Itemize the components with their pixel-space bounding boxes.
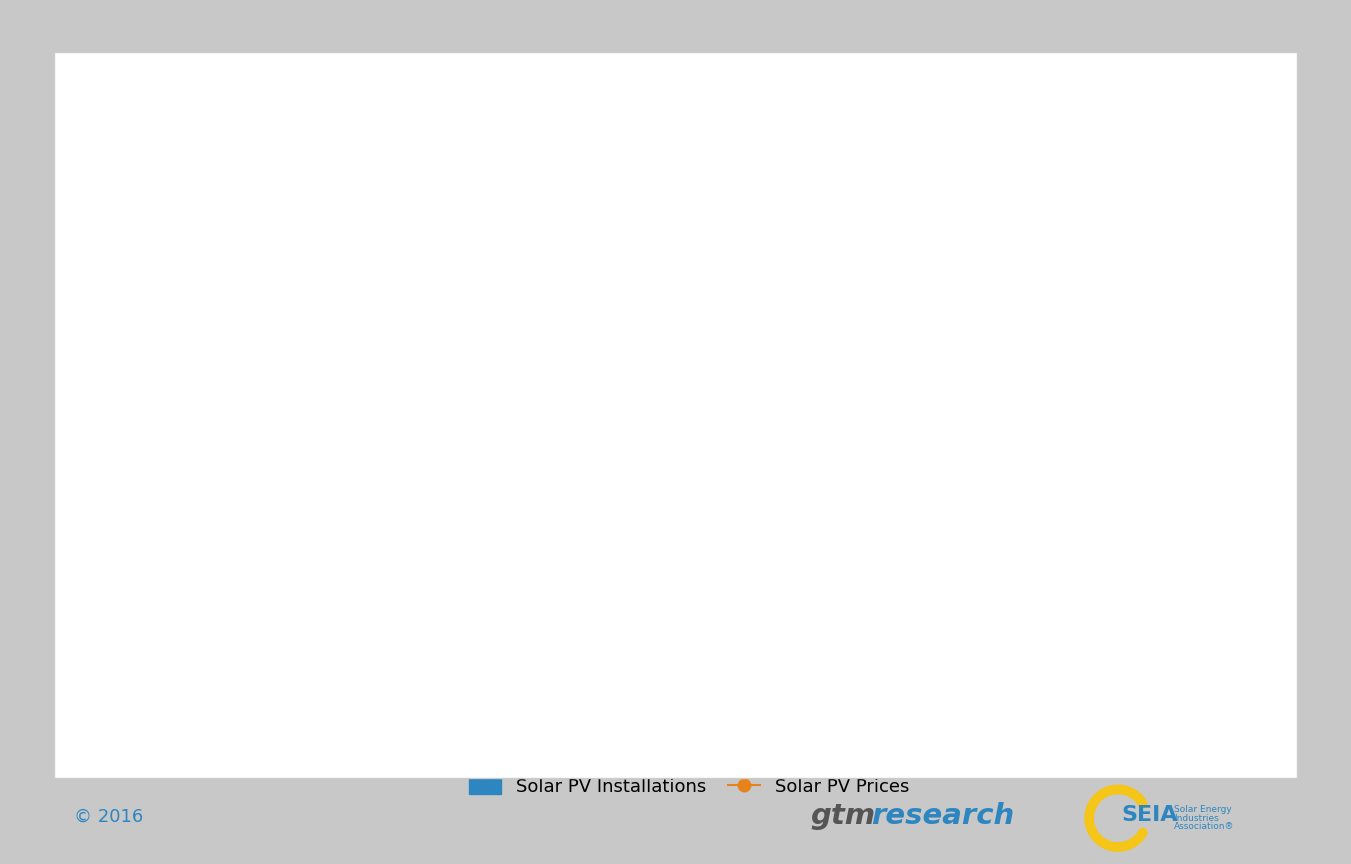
- Bar: [1093, 144, 1175, 708]
- Text: research: research: [871, 803, 1015, 830]
- Text: SEIA: SEIA: [1121, 804, 1178, 825]
- Bar: [351, 640, 432, 708]
- Text: Association®: Association®: [1174, 823, 1235, 831]
- Text: © 2016: © 2016: [74, 808, 143, 825]
- Text: Solar Energy: Solar Energy: [1174, 805, 1232, 814]
- Bar: [500, 562, 581, 708]
- Y-axis label: Solar PV Installations (MWdc): Solar PV Installations (MWdc): [1282, 276, 1300, 519]
- Text: gtm: gtm: [811, 803, 875, 830]
- Bar: [648, 451, 730, 708]
- Legend: Solar PV Installations, Solar PV Prices: Solar PV Installations, Solar PV Prices: [469, 778, 909, 796]
- Bar: [946, 226, 1027, 708]
- Bar: [203, 675, 285, 708]
- Bar: [797, 339, 878, 708]
- Y-axis label: Blended Average Solar PV Price ($/watt): Blended Average Solar PV Price ($/watt): [78, 231, 96, 564]
- Text: Industries: Industries: [1174, 814, 1219, 823]
